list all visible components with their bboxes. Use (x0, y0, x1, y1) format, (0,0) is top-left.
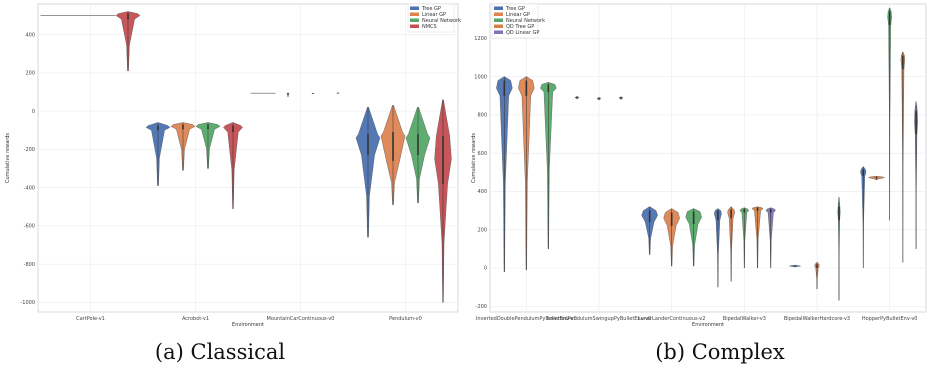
legend-label: Tree GP (505, 6, 525, 12)
legend-swatch (410, 6, 419, 10)
violin-box (232, 125, 234, 133)
violin-box (157, 125, 159, 131)
violin-box (287, 93, 289, 95)
caption-classical: (a) Classical (154, 340, 286, 364)
x-axis-label: Environment (692, 322, 724, 328)
violin-box (367, 134, 369, 156)
violin-box (525, 80, 528, 96)
violin-box (312, 93, 314, 94)
violin-box (862, 169, 865, 177)
x-tick-label: MountainCarContinuous-v0 (267, 316, 335, 322)
violin-box (692, 211, 695, 224)
legend-label: Linear GP (422, 12, 446, 18)
y-tick-label: -200 (24, 147, 35, 153)
violin-box (670, 212, 673, 226)
violin-box (576, 97, 578, 99)
violin-box (756, 207, 759, 211)
x-tick-label: InvertedPendulumSwingupPyBulletEnv-v0 (547, 316, 652, 322)
violin-box (598, 98, 600, 100)
y-tick-label: 0 (484, 266, 487, 272)
violin-box (743, 209, 746, 213)
y-tick-label: -1000 (20, 300, 35, 306)
violin-box (417, 134, 419, 156)
x-tick-label: InvertedDoublePendulumPyBulletEnv-v0 (476, 316, 577, 322)
y-tick-label: 200 (477, 227, 487, 233)
caption-complex: (b) Complex (655, 340, 785, 364)
violin-box (717, 210, 719, 221)
violin-box (769, 209, 772, 213)
y-tick-label: 1000 (474, 74, 487, 80)
violin-box (875, 176, 878, 179)
violin-box (503, 80, 506, 96)
violin-box (648, 210, 651, 223)
violin-box (816, 264, 818, 268)
legend-swatch (494, 24, 503, 28)
violin-box (127, 13, 129, 20)
x-axis-label: Environment (232, 322, 264, 328)
chart-panel-b: -200 0 200 400 600 800 1000 1200 InvertedDoubleP… (471, 3, 927, 328)
violin-box (337, 92, 339, 94)
y-tick-label: -600 (24, 224, 35, 230)
violin-box (902, 55, 904, 70)
violin-box (392, 132, 394, 161)
legend-label: QD Linear GP (506, 30, 539, 36)
y-tick-label: 400 (477, 189, 487, 195)
x-tick-label: Acrobot-v1 (182, 316, 209, 322)
legend-swatch (410, 12, 419, 16)
legend-label: Neural Network (422, 18, 461, 24)
y-tick-label: 800 (477, 113, 487, 119)
violin-box (838, 206, 840, 221)
legend-swatch (494, 12, 503, 16)
y-tick-label: 600 (477, 151, 487, 157)
y-tick-label: 400 (25, 32, 35, 38)
legend-label: Linear GP (506, 12, 530, 18)
x-tick-label: Pendulum-v0 (389, 316, 422, 322)
x-tick-label: HopperPyBulletEnv-v0 (862, 316, 918, 322)
y-tick-label: -200 (476, 304, 487, 310)
plot-area (489, 3, 927, 313)
violin-box (547, 84, 550, 92)
y-axis-label: Cumulative rewards (471, 133, 477, 183)
x-tick-label: CartPole-v1 (76, 316, 105, 322)
y-axis-label: Cumulative rewards (5, 133, 11, 183)
violin-box (442, 136, 444, 184)
x-tick-label: BipedalWalker-v3 (723, 316, 766, 322)
y-tick-label: -800 (24, 262, 35, 268)
y-tick-label: 0 (32, 109, 35, 115)
legend-label: NMCS (422, 24, 437, 30)
legend-swatch (410, 24, 419, 28)
y-tick-label: 200 (25, 71, 35, 77)
violin-box (888, 11, 891, 26)
legend-label: QD Tree GP (506, 24, 534, 30)
legend-label: Tree GP (421, 6, 441, 12)
violin-box (182, 124, 184, 130)
violin-box (730, 209, 732, 219)
violin-box (620, 97, 622, 99)
y-tick-label: -400 (24, 185, 35, 191)
violin-box (915, 111, 917, 135)
chart-panel-a: -1000 -800 -600 -400 -200 0 200 400 CartPole-v1 A… (5, 3, 461, 328)
violin-box (794, 265, 796, 267)
legend-swatch (494, 6, 503, 10)
x-tick-label: BipedalWalkerHardcore-v3 (784, 316, 850, 322)
x-tick-label: LunarLanderContinuous-v2 (638, 316, 706, 322)
y-tick-label: 1200 (474, 36, 487, 42)
legend-swatch (410, 18, 419, 22)
legend-swatch (494, 30, 503, 34)
violin-box (207, 124, 209, 130)
legend-label: Neural Network (506, 18, 545, 24)
legend-swatch (494, 18, 503, 22)
